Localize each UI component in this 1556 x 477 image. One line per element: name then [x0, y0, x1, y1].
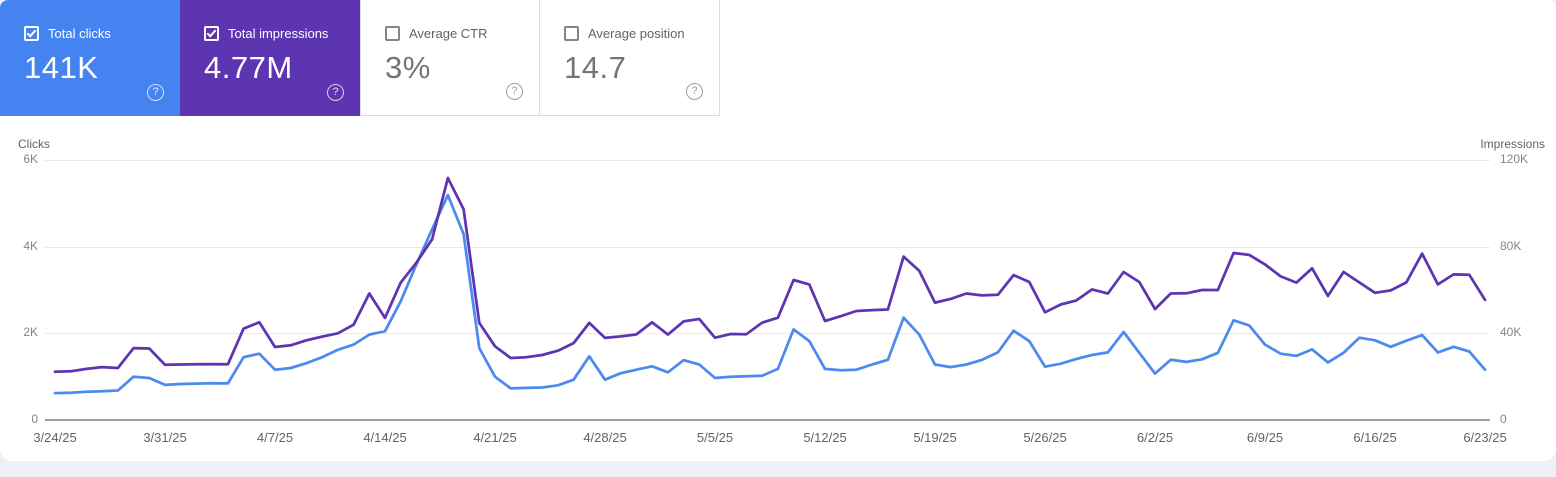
average-ctr-value: 3%: [385, 50, 431, 85]
total-impressions-value: 4.77M: [204, 50, 293, 85]
gridline: [45, 247, 1490, 248]
total-impressions-checkbox[interactable]: [204, 26, 219, 41]
card-total-clicks[interactable]: Total clicks 141K ?: [0, 0, 180, 116]
card-head: Total clicks: [24, 26, 111, 41]
card-label: Total impressions: [228, 26, 329, 41]
line-chart-canvas[interactable]: [0, 0, 1556, 461]
x-axis-label: 6/16/25: [1353, 430, 1397, 445]
average-position-value: 14.7: [564, 50, 627, 85]
total-clicks-value: 141K: [24, 50, 99, 85]
gridline: [45, 160, 1490, 161]
right-axis-tick: 40K: [1500, 325, 1522, 339]
x-axis-label: 5/12/25: [803, 430, 847, 445]
left-axis-tick: 0: [31, 412, 38, 426]
help-icon[interactable]: ?: [147, 84, 164, 101]
x-axis-label: 3/31/25: [143, 430, 187, 445]
right-axis-tick: 0: [1500, 412, 1507, 426]
x-axis-label: 6/9/25: [1246, 430, 1284, 445]
impressions-line: [53, 176, 1487, 374]
x-axis-label: 4/21/25: [473, 430, 517, 445]
x-axis-label: 5/19/25: [913, 430, 957, 445]
x-axis-label: 5/5/25: [696, 430, 734, 445]
right-axis-title: Impressions: [1480, 137, 1545, 151]
card-label: Average position: [588, 26, 685, 41]
card-total-impressions[interactable]: Total impressions 4.77M ?: [180, 0, 360, 116]
x-axis-label: 6/2/25: [1136, 430, 1174, 445]
clicks-line: [53, 193, 1487, 395]
performance-card: Total clicks 141K ? Total impressions 4.…: [0, 0, 1556, 461]
card-head: Average CTR: [385, 26, 488, 41]
right-axis-tick: 120K: [1500, 152, 1529, 166]
x-axis-label: 4/28/25: [583, 430, 627, 445]
x-axis-label: 5/26/25: [1023, 430, 1067, 445]
average-position-checkbox[interactable]: [564, 26, 579, 41]
x-axis-label: 3/24/25: [33, 430, 77, 445]
left-axis-tick: 6K: [23, 152, 38, 166]
x-axis-label: 6/23/25: [1463, 430, 1507, 445]
card-head: Total impressions: [204, 26, 328, 41]
right-axis-tick: 80K: [1500, 239, 1522, 253]
help-icon[interactable]: ?: [686, 83, 703, 100]
help-icon[interactable]: ?: [506, 83, 523, 100]
card-head: Average position: [564, 26, 685, 41]
help-icon[interactable]: ?: [327, 84, 344, 101]
left-axis-title: Clicks: [18, 137, 50, 151]
metric-cards: Total clicks 141K ? Total impressions 4.…: [0, 0, 720, 116]
x-axis-baseline: [45, 419, 1490, 421]
x-axis-label: 4/14/25: [363, 430, 407, 445]
card-average-position[interactable]: Average position 14.7 ?: [540, 0, 720, 116]
gridline: [45, 333, 1490, 334]
card-label: Average CTR: [409, 26, 488, 41]
card-average-ctr[interactable]: Average CTR 3% ?: [360, 0, 540, 116]
x-axis-label: 4/7/25: [256, 430, 294, 445]
average-ctr-checkbox[interactable]: [385, 26, 400, 41]
card-label: Total clicks: [48, 26, 111, 41]
left-axis-tick: 4K: [23, 239, 38, 253]
left-axis-tick: 2K: [23, 325, 38, 339]
total-clicks-checkbox[interactable]: [24, 26, 39, 41]
